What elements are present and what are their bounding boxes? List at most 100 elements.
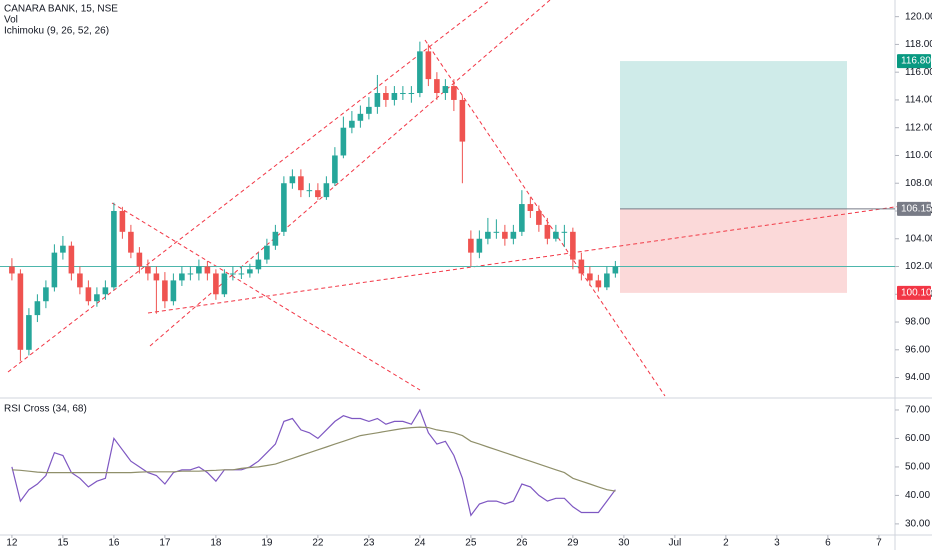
x-tick-label: 26 — [516, 538, 528, 549]
x-tick-label: 7 — [876, 538, 882, 549]
y-tick-label: 30.00 — [905, 519, 930, 530]
candle-body — [85, 287, 92, 302]
price-label: 106.15 — [901, 204, 932, 215]
candle-body — [170, 280, 177, 302]
candle-body — [298, 176, 304, 191]
candle-body — [111, 210, 117, 288]
candle-body — [264, 245, 270, 260]
candle-body — [434, 79, 440, 94]
candle-body — [179, 273, 185, 281]
candle-body — [417, 51, 423, 94]
candle-body — [221, 273, 228, 295]
y-tick-label: 108.00 — [905, 178, 932, 189]
rsi-line — [11, 426, 616, 492]
candle-body — [604, 273, 610, 288]
candle-body — [34, 301, 41, 316]
y-tick-label: 96.00 — [905, 344, 930, 355]
trendlines — [7, 0, 931, 397]
y-tick-label: 120.00 — [905, 11, 932, 22]
candle-body — [77, 273, 83, 288]
candle-body — [561, 231, 568, 233]
x-tick-label: 29 — [567, 538, 579, 549]
candle-body — [391, 93, 398, 100]
x-tick-label: 16 — [108, 538, 120, 549]
candle-body — [578, 259, 585, 274]
candle-body — [502, 231, 508, 239]
y-tick-label: 94.00 — [905, 372, 930, 383]
x-tick-label: 17 — [159, 538, 171, 549]
candle-body — [510, 231, 517, 239]
x-tick-label: 15 — [57, 538, 69, 549]
target-zone — [620, 61, 847, 209]
candle-body — [587, 273, 593, 281]
candle-body — [459, 99, 466, 142]
y-tick-label: 116.00 — [905, 67, 932, 78]
candle-body — [17, 273, 24, 350]
x-tick-label: Jul — [668, 538, 681, 549]
trendline — [424, 39, 666, 397]
candle-body — [162, 280, 168, 302]
candle-body — [43, 287, 49, 302]
candle-body — [570, 231, 576, 260]
candle-body — [213, 273, 219, 295]
y-tick-label: 118.00 — [905, 39, 932, 50]
x-tick-label: 12 — [6, 538, 18, 549]
indicator-label: Ichimoku (9, 26, 52, 26) — [4, 26, 109, 37]
candle-body — [187, 273, 194, 275]
candle-body — [612, 266, 619, 274]
stop-zone — [620, 208, 847, 293]
candle-body — [553, 231, 559, 239]
candle-body — [425, 51, 432, 80]
y-tick-label: 102.00 — [905, 261, 932, 272]
candle-body — [485, 231, 491, 239]
trendline — [147, 201, 931, 314]
candle-body — [366, 106, 372, 114]
candle-body — [9, 266, 15, 274]
candle-body — [128, 231, 134, 253]
candle-body — [136, 252, 143, 267]
candle-body — [408, 93, 415, 95]
y-tick-label: 112.00 — [905, 122, 932, 133]
x-tick-label: 6 — [825, 538, 831, 549]
x-tick-label: 18 — [210, 538, 222, 549]
candle-body — [357, 113, 364, 121]
candle-body — [68, 245, 75, 274]
x-tick-label: 23 — [363, 538, 375, 549]
candle-body — [255, 259, 262, 270]
candle-body — [383, 93, 389, 100]
x-tick-label: 19 — [261, 538, 273, 549]
candle-body — [400, 93, 406, 95]
candle-body — [340, 127, 347, 156]
x-tick-label: 2 — [723, 538, 729, 549]
candle-body — [26, 315, 32, 350]
y-tick-label: 50.00 — [905, 462, 930, 473]
y-tick-label: 114.00 — [905, 95, 932, 106]
price-label-box — [897, 54, 931, 69]
y-tick-label: 110.00 — [905, 150, 932, 161]
price-label: 100.10 — [901, 288, 932, 299]
volume-label: Vol — [4, 15, 18, 26]
candle-body — [153, 273, 160, 281]
price-label-box — [897, 285, 931, 300]
candle-body — [51, 252, 58, 288]
candle-body — [519, 204, 525, 232]
candle-body — [247, 269, 253, 274]
y-tick-label: 98.00 — [905, 317, 930, 328]
price-label-box — [897, 201, 931, 216]
chart-title: CANARA BANK, 15, NSE — [4, 4, 118, 15]
candle-body — [527, 204, 534, 211]
rsi-title: RSI Cross (34, 68) — [4, 404, 87, 415]
candle-body — [476, 238, 483, 253]
candle-body — [281, 183, 287, 232]
trendline — [7, 0, 491, 373]
candle-body — [323, 183, 330, 198]
candle-body — [272, 231, 279, 246]
x-tick-label: 30 — [618, 538, 630, 549]
y-tick-label: 60.00 — [905, 433, 930, 444]
candle-body — [60, 245, 66, 253]
x-tick-label: 22 — [312, 538, 324, 549]
candle-body — [468, 238, 474, 253]
candle-body — [204, 266, 211, 274]
x-tick-label: 25 — [465, 538, 477, 549]
candle-body — [442, 86, 449, 94]
